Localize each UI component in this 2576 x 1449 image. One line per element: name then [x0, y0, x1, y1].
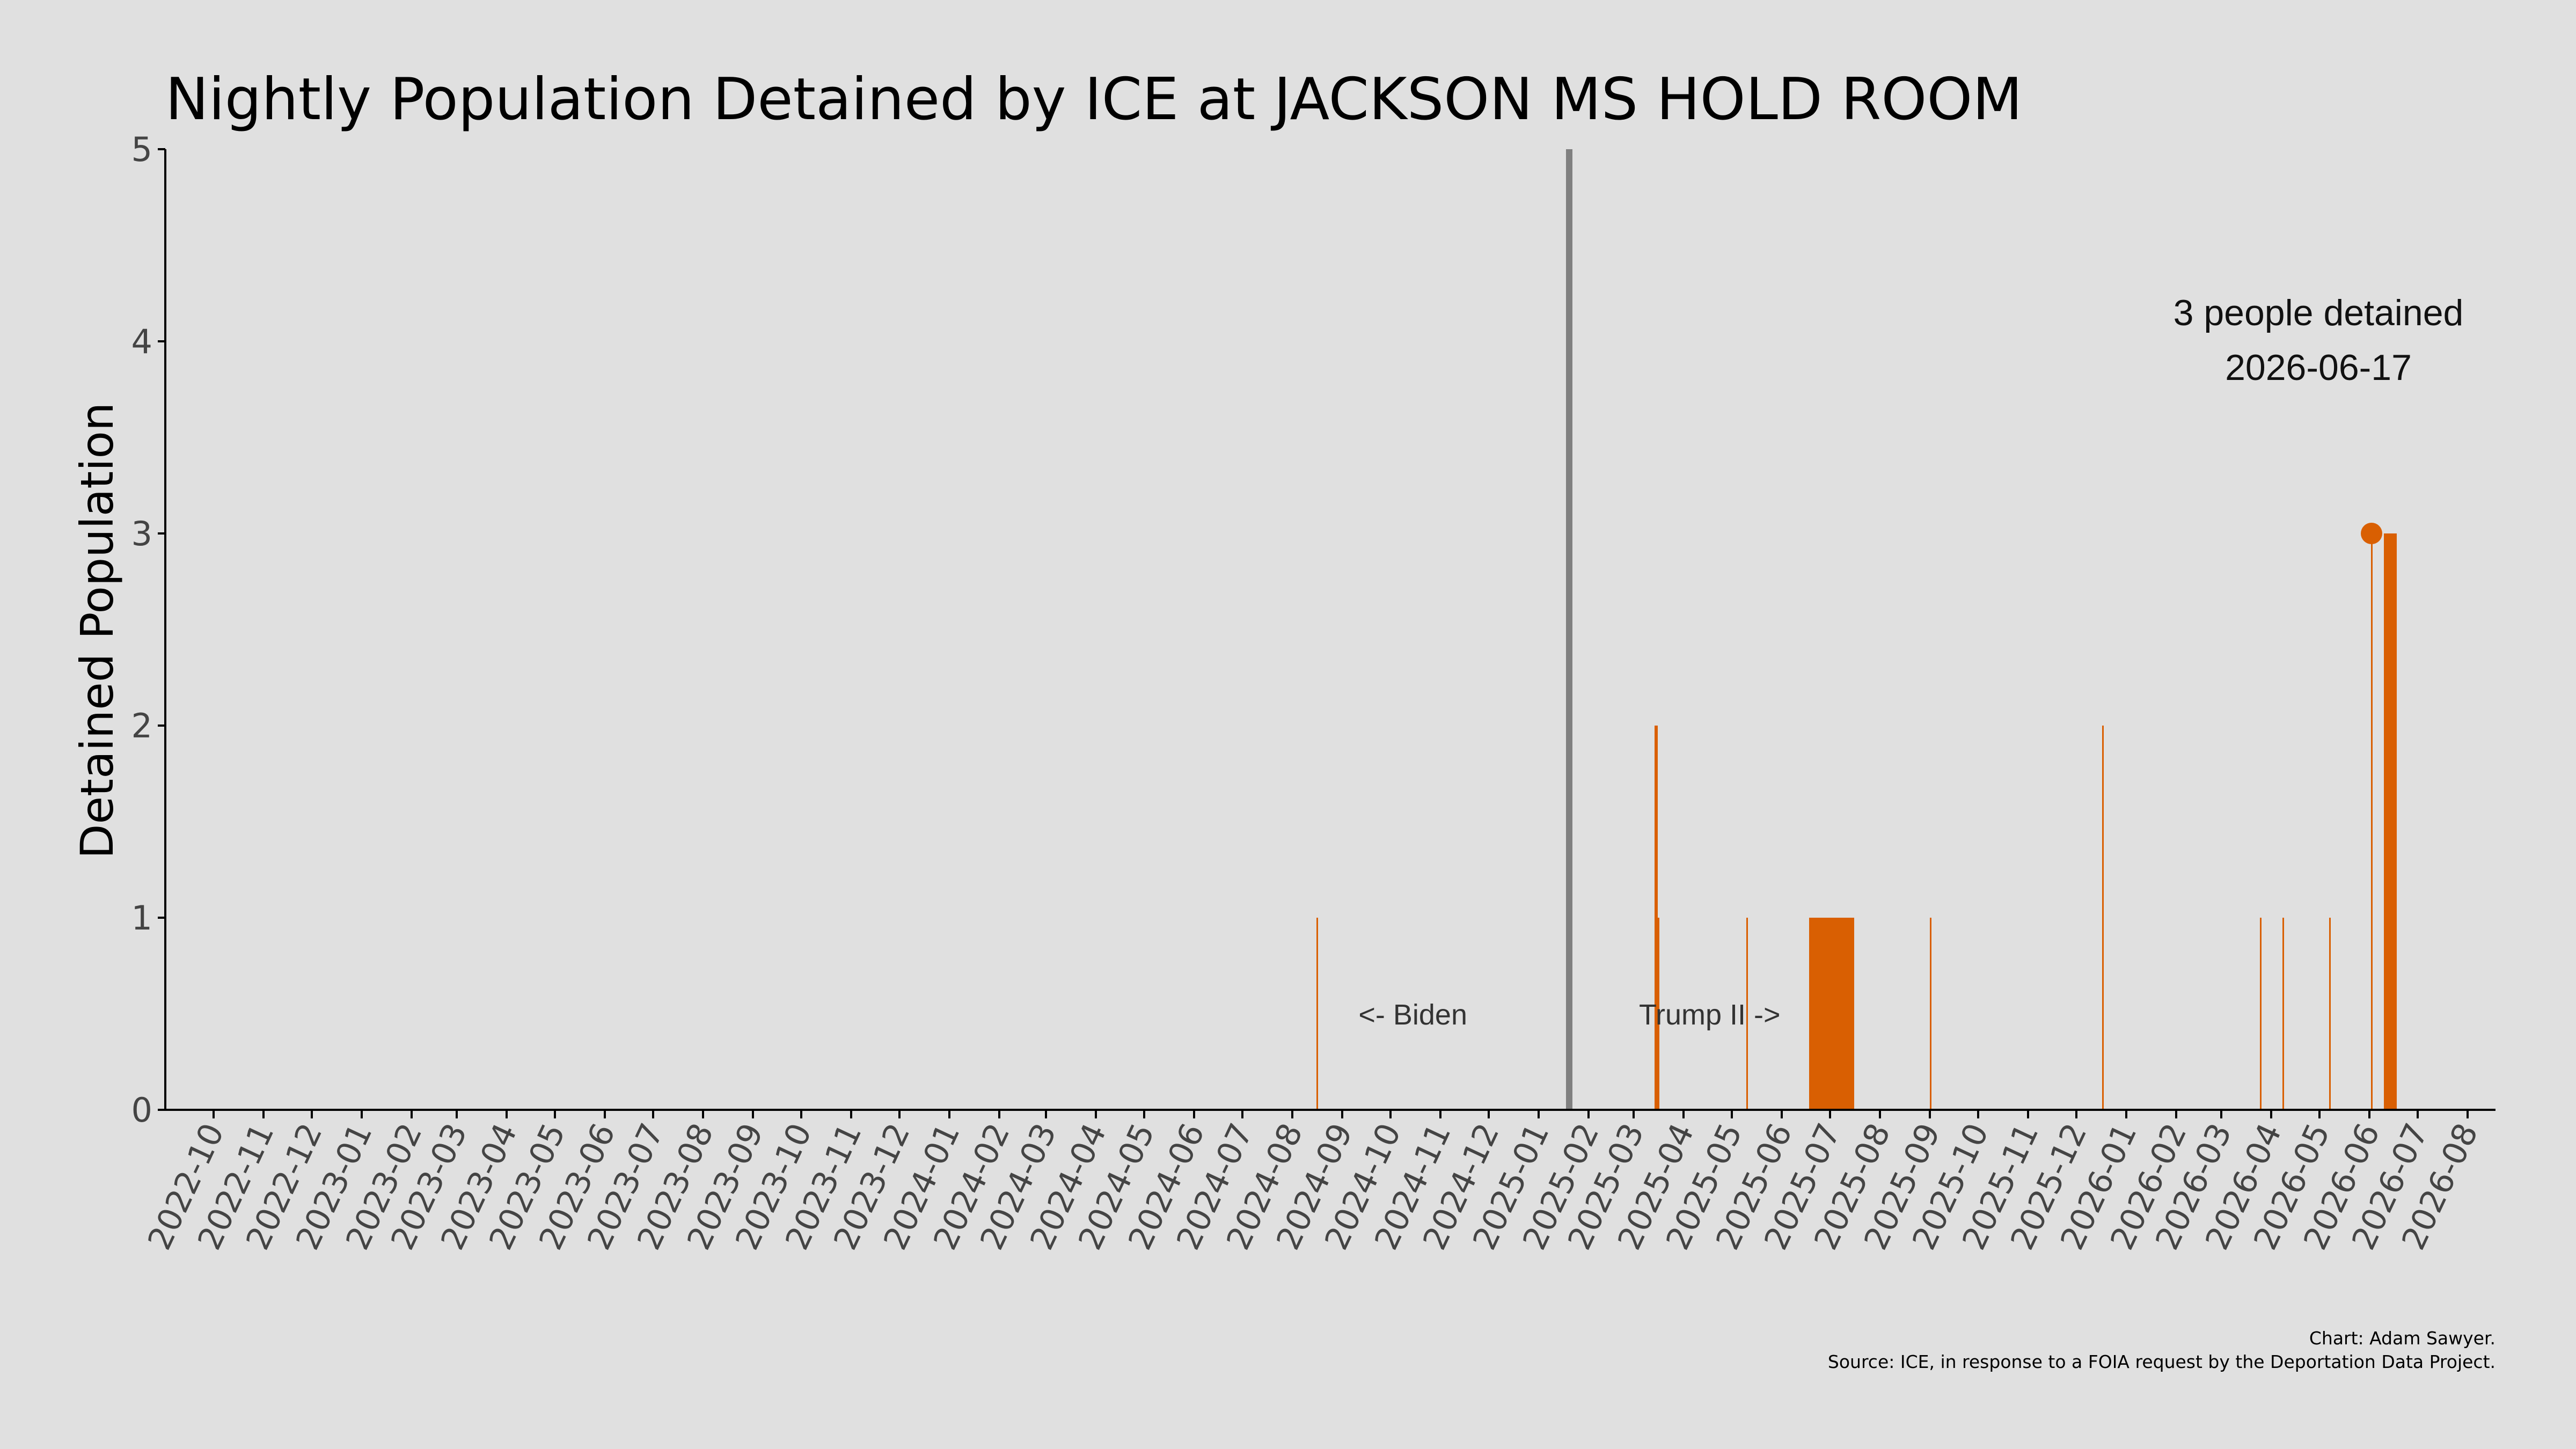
bar [1814, 918, 1816, 1110]
bar [1811, 918, 1812, 1110]
bar [1836, 918, 1838, 1110]
bar [1838, 918, 1840, 1110]
credit-author: Chart: Adam Sawyer. [2309, 1328, 2496, 1349]
bar [1809, 918, 1811, 1110]
bar [1845, 918, 1846, 1110]
bar [2385, 533, 2387, 1110]
bar [1840, 918, 1841, 1110]
bars-layer [1316, 533, 2397, 1110]
bar [1828, 918, 1830, 1110]
bar [1841, 918, 1843, 1110]
bar [1848, 918, 1849, 1110]
highlight-point [2361, 523, 2382, 544]
axes-layer: 0123452022-102022-112022-122023-012023-0… [131, 130, 2496, 1256]
bar [2260, 918, 2262, 1110]
bar [2282, 918, 2284, 1110]
bar [1824, 918, 1825, 1110]
y-tick-label: 2 [131, 706, 152, 745]
bar [1822, 918, 1824, 1110]
bar [2390, 533, 2392, 1110]
y-tick-label: 1 [131, 898, 152, 938]
bar [1658, 918, 1659, 1110]
y-axis-label: Detained Population [71, 402, 123, 859]
bar [1833, 918, 1835, 1110]
y-tick-label: 4 [131, 322, 152, 361]
bar [2389, 533, 2390, 1110]
bar [2392, 533, 2394, 1110]
annotations-layer: <- Biden Trump II -> 3 people detained 2026… [1358, 292, 2463, 1031]
bar [2394, 533, 2395, 1110]
bar [1820, 918, 1822, 1110]
bar [1827, 918, 1828, 1110]
bar [1830, 918, 1832, 1110]
bar [1851, 918, 1853, 1110]
bar [2395, 533, 2397, 1110]
bar [1853, 918, 1854, 1110]
chart-title: Nightly Population Detained by ICE at JA… [165, 66, 2023, 133]
bar [2387, 533, 2389, 1110]
y-tick-label: 5 [131, 130, 152, 169]
bar [1832, 918, 1833, 1110]
bar [1746, 918, 1748, 1110]
bar [2329, 918, 2331, 1110]
bar [1930, 918, 1931, 1110]
bar [1819, 918, 1820, 1110]
highlight-label-date: 2026-06-17 [2225, 347, 2412, 388]
bar [1849, 918, 1851, 1110]
bar [1846, 918, 1848, 1110]
bar [2371, 533, 2373, 1110]
bar [1812, 918, 1814, 1110]
bar [2102, 726, 2104, 1110]
y-tick-label: 0 [131, 1091, 152, 1130]
bar [1843, 918, 1845, 1110]
bar [1835, 918, 1836, 1110]
bar [2384, 533, 2385, 1110]
era-label-biden: <- Biden [1358, 999, 1467, 1031]
highlight-label-count: 3 people detained [2174, 292, 2464, 333]
bar [1825, 918, 1827, 1110]
era-label-trump: Trump II -> [1639, 999, 1781, 1031]
credit-source: Source: ICE, in response to a FOIA reque… [1827, 1351, 2496, 1372]
bar [1817, 918, 1819, 1110]
bar [1655, 726, 1656, 1110]
bar [1656, 726, 1658, 1110]
bar [1316, 918, 1318, 1110]
bar [1816, 918, 1817, 1110]
y-tick-label: 3 [131, 514, 152, 553]
